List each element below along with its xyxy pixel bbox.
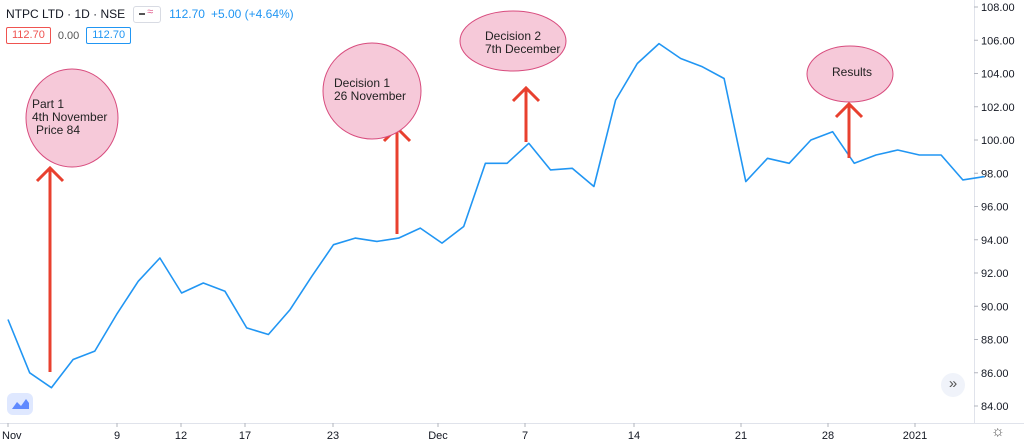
y-tick-label: 92.00 [981,268,1009,280]
annotation-text: 4th November [32,110,107,124]
y-tick-label: 106.00 [981,35,1015,47]
annotation-arrow-head [511,85,541,103]
x-tick-label: 17 [239,430,251,442]
y-tick-label: 102.00 [981,102,1015,114]
x-tick-label: 23 [327,430,339,442]
x-tick-label: 7 [522,430,528,442]
spread-value: 0.00 [57,29,80,42]
y-tick-label: 98.00 [981,168,1009,180]
annotation-text: 26 November [334,89,406,103]
last-price: 112.70 [169,7,205,21]
x-tick-label: 21 [735,430,747,442]
wave-icon: ≈ [147,5,154,18]
open-value-box: 112.70 [6,27,51,44]
y-tick-label: 84.00 [981,401,1009,413]
double-chevron-right-icon: » [948,375,958,392]
chart-legend: NTPC LTD · 1D · NSE ≈ 112.70 +5.00 (+4.6… [6,5,294,23]
x-tick-label: 14 [628,430,640,442]
y-tick-label: 108.00 [981,2,1015,14]
y-tick-label: 104.00 [981,69,1015,81]
annotation-text: Results [832,65,872,79]
annotation-arrow-head [834,101,864,119]
settings-gear-icon[interactable]: ☼ [991,423,1005,440]
annotation-bubble [459,10,567,72]
y-tick-label: 96.00 [981,202,1009,214]
ohlc-values: 112.70 0.00 112.70 [6,27,132,44]
annotation-text: 7th December [485,42,560,56]
y-tick-label: 94.00 [981,235,1009,247]
y-tick-label: 100.00 [981,135,1015,147]
annotation-text: Part 1 [32,97,64,111]
x-tick-label: 9 [114,430,120,442]
annotation-arrow-head [35,165,65,183]
x-tick-label: 12 [175,430,187,442]
annotation-bubble [322,42,422,140]
y-tick-label: 88.00 [981,335,1009,347]
minus-icon [139,12,146,15]
x-tick-label: 2021 [903,430,927,442]
visibility-toggle-button[interactable]: ≈ [133,5,162,23]
annotation-bubble [25,68,119,168]
close-value-box: 112.70 [86,27,132,44]
y-tick-label: 86.00 [981,368,1009,380]
tradingview-logo-icon [7,393,33,415]
y-tick-label: 90.00 [981,301,1009,313]
tradingview-logo[interactable] [7,393,33,415]
x-tick-label: Dec [428,430,448,442]
annotation-bubble [806,45,894,103]
annotation-text: Price 84 [36,123,80,137]
x-tick-label: 28 [822,430,834,442]
annotation-text: Decision 2 [485,29,541,43]
symbol-title[interactable]: NTPC LTD · 1D · NSE [6,7,126,21]
price-change: +5.00 (+4.64%) [210,7,294,21]
x-tick-label: Nov [2,430,22,442]
scroll-to-realtime-button[interactable]: » [941,373,965,397]
series-line-price [7,42,985,389]
annotation-text: Decision 1 [334,76,390,90]
